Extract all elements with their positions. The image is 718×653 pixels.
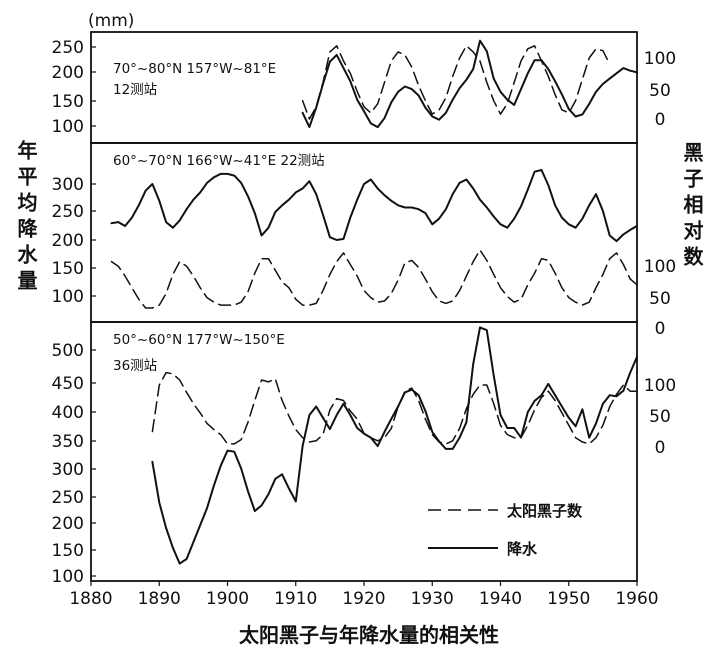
x-tick-label: 1930: [411, 589, 454, 609]
right-tick-label: 100: [644, 49, 676, 69]
panel-region-label: 50°~60°N 177°W~150°E: [113, 332, 285, 348]
series-line-sunspot: [151, 371, 638, 445]
right-tick-label: 50: [649, 289, 671, 309]
left-tick-label: 350: [52, 432, 84, 452]
right-tick-label: 50: [649, 407, 671, 427]
left-tick-label: 100: [52, 287, 84, 307]
x-tick-label: 1910: [274, 589, 317, 609]
panel-region-label: 60°~70°N 166°W~41°E 22测站: [113, 153, 325, 169]
left-tick-label: 250: [52, 202, 84, 222]
panel-frame: [90, 321, 638, 582]
series-line-sunspot: [110, 249, 638, 309]
legend-precip-label: 降水: [507, 540, 538, 558]
series-line-precipitation: [151, 326, 638, 565]
left-tick-label: 200: [52, 514, 84, 534]
left-axis-title: 年平均降水量: [14, 139, 38, 296]
right-tick-label: 100: [644, 376, 676, 396]
series-line-precipitation: [301, 39, 638, 129]
panel-2: 300 250 200 150 100 100 50 0 60°~70°N 166°W~41°E…: [52, 142, 676, 339]
left-tick-label: 100: [52, 567, 84, 587]
panel-1: 250 200 150 100 100 50 0 70°~80°N 157°W~81°E 12测…: [52, 31, 676, 144]
left-tick-label: 300: [52, 460, 84, 480]
left-tick-label: 150: [52, 259, 84, 279]
x-axis-ticks: 1880 1890 1900 1910 1920 1930 1940 1950 1960: [69, 581, 659, 609]
left-tick-label: 100: [52, 117, 84, 137]
series-line-precipitation: [110, 169, 638, 243]
x-tick-label: 1890: [138, 589, 181, 609]
left-tick-label: 200: [52, 63, 84, 83]
left-tick-label: 250: [52, 488, 84, 508]
left-tick-label: 150: [52, 541, 84, 561]
right-tick-label: 0: [655, 319, 666, 339]
panel-frame: [90, 142, 638, 323]
left-tick-label: 300: [52, 175, 84, 195]
legend-sunspot-label: 太阳黑子数: [507, 502, 583, 520]
x-tick-label: 1950: [547, 589, 590, 609]
left-tick-label: 200: [52, 231, 84, 251]
left-tick-label: 500: [52, 341, 84, 361]
right-tick-label: 0: [655, 438, 666, 458]
chart-title: 太阳黑子与年降水量的相关性: [239, 623, 499, 647]
series-line-sunspot: [301, 45, 611, 120]
left-tick-label: 400: [52, 403, 84, 423]
x-tick-label: 1960: [615, 589, 658, 609]
x-tick-label: 1920: [342, 589, 385, 609]
x-tick-label: 1880: [69, 589, 112, 609]
panel-stations-label: 36测站: [113, 358, 157, 374]
left-tick-label: 450: [52, 374, 84, 394]
x-tick-label: 1900: [206, 589, 249, 609]
panel-region-label: 70°~80°N 157°W~81°E: [113, 61, 276, 77]
right-tick-label: 0: [655, 110, 666, 130]
legend: 太阳黑子数 降水: [428, 502, 583, 558]
left-tick-label: 250: [52, 38, 84, 58]
x-tick-label: 1940: [479, 589, 522, 609]
right-axis-title: 黑子相对数: [680, 142, 704, 272]
units-label: (mm): [88, 11, 134, 31]
panel-stations-label: 12测站: [113, 82, 157, 98]
left-tick-label: 150: [52, 92, 84, 112]
right-tick-label: 50: [649, 81, 671, 101]
panel-3: 50045040035030025020015010010050050°~60°…: [52, 321, 676, 587]
panel-frame: [90, 31, 638, 144]
right-tick-label: 100: [644, 257, 676, 277]
